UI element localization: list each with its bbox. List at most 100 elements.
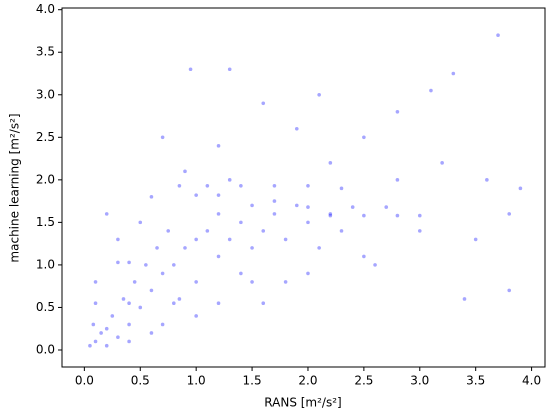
point (127, 339, 131, 344)
point (250, 246, 254, 250)
plot-frame (61, 7, 546, 368)
point (227, 178, 232, 182)
point (116, 237, 120, 242)
y-tick-label: 3.5 (36, 45, 55, 59)
y-tick-label: 2.5 (36, 130, 55, 144)
point (194, 280, 198, 284)
point (272, 183, 277, 188)
point (362, 135, 366, 140)
point (194, 314, 198, 318)
point (339, 229, 344, 233)
point (261, 301, 266, 305)
point (144, 263, 148, 267)
x-tick-label: 1.0 (187, 374, 206, 388)
point (138, 220, 143, 225)
point (104, 212, 109, 216)
x-tick-label: 2.0 (298, 374, 317, 388)
y-tick-label: 0.0 (36, 342, 55, 356)
point (328, 213, 333, 218)
point (328, 161, 333, 165)
point (216, 193, 221, 197)
point (272, 199, 277, 203)
point (160, 271, 165, 276)
point (350, 205, 355, 209)
point (227, 237, 232, 242)
x-tick-label: 1.5 (243, 374, 262, 388)
point (283, 280, 288, 284)
point (507, 288, 512, 293)
point (121, 297, 126, 301)
point (417, 213, 422, 218)
point (205, 183, 210, 188)
point (205, 229, 210, 233)
point (177, 297, 182, 301)
point (395, 213, 400, 218)
point (160, 322, 165, 327)
y-axis-label: machine learning [m²/s²] (8, 113, 22, 262)
point (149, 195, 154, 199)
point (93, 301, 98, 305)
point (88, 343, 92, 348)
point (384, 205, 389, 209)
point (440, 161, 444, 165)
point (183, 169, 187, 174)
point (395, 178, 400, 182)
point (451, 71, 456, 76)
point (188, 67, 193, 72)
point (166, 229, 171, 233)
point (261, 101, 266, 106)
point (149, 331, 154, 335)
y-tick-label: 4.0 (36, 2, 55, 16)
point (485, 178, 489, 182)
point (116, 335, 120, 340)
point (306, 220, 310, 225)
point (496, 33, 500, 38)
point (110, 314, 115, 318)
x-tick-label: 0.0 (75, 374, 94, 388)
point (216, 254, 221, 259)
point (272, 212, 277, 216)
point (127, 301, 131, 305)
point (417, 229, 422, 233)
y-tick-label: 1.0 (36, 257, 55, 271)
point (227, 67, 232, 72)
point (149, 288, 154, 293)
point (294, 127, 299, 131)
point (239, 271, 243, 276)
point (183, 246, 187, 250)
point (93, 339, 98, 344)
x-axis-label: RANS [m²/s²] (264, 396, 341, 410)
point (518, 186, 523, 191)
point (261, 229, 266, 233)
point (99, 331, 103, 335)
point (93, 280, 98, 284)
point (317, 92, 321, 97)
point (473, 237, 478, 242)
point (91, 322, 96, 327)
x-tick-label: 2.5 (354, 374, 373, 388)
point (194, 193, 198, 197)
point (373, 263, 377, 267)
point (155, 246, 159, 250)
point (194, 237, 198, 242)
point (429, 88, 433, 93)
y-tick-label: 1.5 (36, 215, 55, 229)
point (127, 260, 131, 265)
point (306, 271, 310, 276)
point (104, 326, 109, 331)
point (216, 144, 221, 148)
point (239, 220, 243, 225)
point (216, 301, 221, 305)
point (250, 203, 254, 208)
point (362, 213, 366, 218)
point (306, 183, 310, 188)
point (250, 280, 254, 284)
point (104, 343, 109, 348)
point (294, 203, 299, 208)
y-tick-label: 3.0 (36, 87, 55, 101)
x-tick-label: 3.5 (466, 374, 485, 388)
point (132, 280, 137, 284)
point (507, 212, 512, 216)
point (239, 183, 243, 188)
